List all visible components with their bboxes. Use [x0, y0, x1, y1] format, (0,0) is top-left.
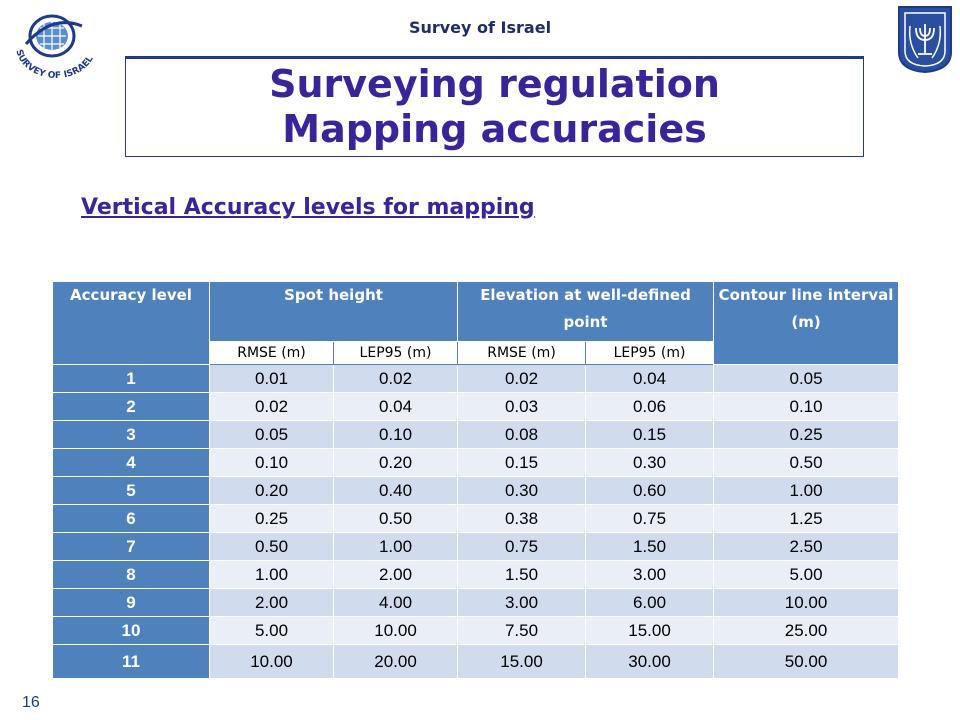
accuracy-level-cell: 6 — [52, 504, 210, 533]
table-row: 9 2.00 4.00 3.00 6.00 10.00 — [52, 588, 900, 617]
table-cell: 0.10 — [332, 420, 459, 449]
table-cell: 10.00 — [209, 644, 334, 679]
table-cell: 0.38 — [457, 504, 587, 533]
table-cell: 0.06 — [585, 392, 715, 421]
table-cell: 0.20 — [332, 448, 459, 477]
table-cell: 0.50 — [209, 532, 334, 561]
section-subtitle: Vertical Accuracy levels for mapping — [81, 195, 535, 220]
table-cell: 1.50 — [585, 532, 715, 561]
accuracy-level-cell: 3 — [52, 420, 210, 449]
table-cell: 4.00 — [332, 588, 459, 617]
subheader-lep95: LEP95 (m) — [332, 341, 459, 365]
table-cell: 1.00 — [713, 476, 900, 505]
table-cell: 0.15 — [585, 420, 715, 449]
table-cell: 0.08 — [457, 420, 587, 449]
table-cell: 15.00 — [585, 616, 715, 645]
title-box: Surveying regulation Mapping accuracies — [125, 58, 864, 157]
table-cell: 0.04 — [585, 364, 715, 393]
subheader-lep95: LEP95 (m) — [585, 341, 715, 365]
vertical-accuracy-table: Accuracy level Spot height Elevation at … — [52, 281, 900, 679]
survey-of-israel-logo: SURVEY OF ISRAEL — [13, 14, 96, 78]
table-row: 7 0.50 1.00 0.75 1.50 2.50 — [52, 532, 900, 561]
table-cell: 2.00 — [332, 560, 459, 589]
table-cell: 0.30 — [457, 476, 587, 505]
table-cell: 0.01 — [209, 364, 334, 393]
table-cell: 2.00 — [209, 588, 334, 617]
state-emblem-icon — [898, 6, 952, 74]
table-row: 11 10.00 20.00 15.00 30.00 50.00 — [52, 644, 900, 679]
table-cell: 3.00 — [457, 588, 587, 617]
table-cell: 0.75 — [457, 532, 587, 561]
title-rule — [125, 56, 864, 59]
accuracy-level-cell: 9 — [52, 588, 210, 617]
table-cell: 15.00 — [457, 644, 587, 679]
table-cell: 7.50 — [457, 616, 587, 645]
header-spot-height: Spot height — [208, 281, 459, 342]
table-row: 3 0.05 0.10 0.08 0.15 0.25 — [52, 420, 900, 449]
table-row: 2 0.02 0.04 0.03 0.06 0.10 — [52, 392, 900, 421]
table-row: 10 5.00 10.00 7.50 15.00 25.00 — [52, 616, 900, 645]
table-cell: 3.00 — [585, 560, 715, 589]
table-cell: 5.00 — [713, 560, 900, 589]
table-cell: 0.50 — [332, 504, 459, 533]
table-cell: 0.04 — [332, 392, 459, 421]
table-cell: 25.00 — [713, 616, 900, 645]
accuracy-level-cell: 1 — [52, 364, 210, 393]
accuracy-level-cell: 11 — [52, 644, 210, 679]
page-number: 16 — [22, 694, 40, 711]
table-row: 4 0.10 0.20 0.15 0.30 0.50 — [52, 448, 900, 477]
table-cell: 1.00 — [332, 532, 459, 561]
table-cell: 0.25 — [713, 420, 900, 449]
table-cell: 6.00 — [585, 588, 715, 617]
accuracy-level-cell: 5 — [52, 476, 210, 505]
title-line-1: Surveying regulation — [269, 62, 720, 106]
accuracy-level-cell: 7 — [52, 532, 210, 561]
table-cell: 0.25 — [209, 504, 334, 533]
header-accuracy-level: Accuracy level — [52, 281, 210, 365]
table-cell: 50.00 — [713, 644, 900, 679]
accuracy-level-cell: 8 — [52, 560, 210, 589]
accuracy-level-cell: 2 — [52, 392, 210, 421]
table-cell: 1.50 — [457, 560, 587, 589]
table-cell: 1.25 — [713, 504, 900, 533]
table-cell: 10.00 — [713, 588, 900, 617]
table-cell: 0.15 — [457, 448, 587, 477]
subheader-rmse: RMSE (m) — [209, 341, 334, 365]
header-contour-interval: Contour line interval (m) — [713, 281, 900, 365]
table-cell: 0.20 — [209, 476, 334, 505]
slide-title: Surveying regulation Mapping accuracies — [126, 62, 863, 152]
subheader-rmse: RMSE (m) — [457, 341, 587, 365]
header-elevation: Elevation at well-defined point — [457, 281, 715, 342]
table-cell: 0.02 — [209, 392, 334, 421]
table-cell: 0.40 — [332, 476, 459, 505]
organization-name: Survey of Israel — [408, 18, 552, 37]
table-cell: 0.50 — [713, 448, 900, 477]
table-cell: 0.75 — [585, 504, 715, 533]
table-row: 5 0.20 0.40 0.30 0.60 1.00 — [52, 476, 900, 505]
table-cell: 0.10 — [713, 392, 900, 421]
table-cell: 0.10 — [209, 448, 334, 477]
accuracy-level-cell: 10 — [52, 616, 210, 645]
table-row: 1 0.01 0.02 0.02 0.04 0.05 — [52, 364, 900, 393]
table-row: 6 0.25 0.50 0.38 0.75 1.25 — [52, 504, 900, 533]
table-cell: 1.00 — [209, 560, 334, 589]
table-cell: 0.02 — [457, 364, 587, 393]
table-cell: 10.00 — [332, 616, 459, 645]
table-cell: 0.03 — [457, 392, 587, 421]
title-line-2: Mapping accuracies — [282, 107, 707, 151]
table-cell: 0.60 — [585, 476, 715, 505]
table-cell: 5.00 — [209, 616, 334, 645]
table-row: 8 1.00 2.00 1.50 3.00 5.00 — [52, 560, 900, 589]
table-cell: 2.50 — [713, 532, 900, 561]
table-cell: 30.00 — [585, 644, 715, 679]
table-cell: 0.05 — [209, 420, 334, 449]
table-cell: 0.05 — [713, 364, 900, 393]
table-cell: 20.00 — [332, 644, 459, 679]
table-cell: 0.02 — [332, 364, 459, 393]
table-cell: 0.30 — [585, 448, 715, 477]
accuracy-level-cell: 4 — [52, 448, 210, 477]
